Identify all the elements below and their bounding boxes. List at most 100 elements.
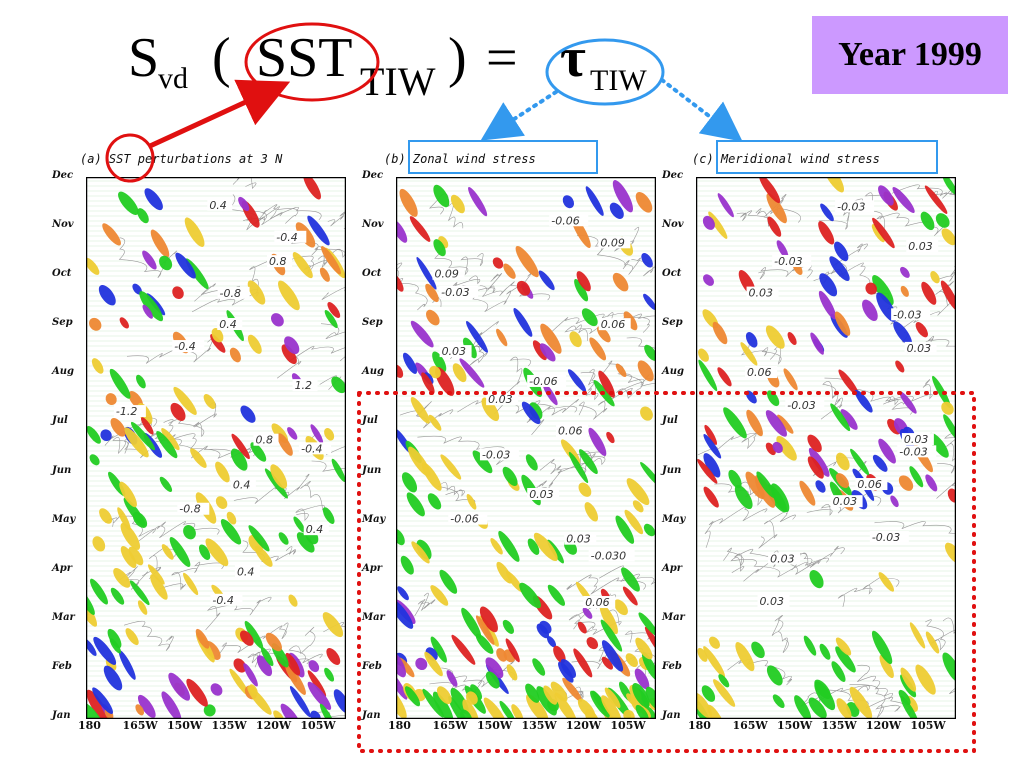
contour-label: -0.03 xyxy=(787,399,815,412)
year-label: Year 1999 xyxy=(812,16,1008,94)
stripe-blob xyxy=(503,263,516,279)
stripe-blob xyxy=(230,448,248,471)
stripe-blob xyxy=(766,193,787,224)
stripe-blob xyxy=(169,537,191,567)
month-label: Aug xyxy=(662,366,685,378)
stripe-blob xyxy=(270,313,284,327)
month-label: Jun xyxy=(52,464,72,476)
stripe-blob xyxy=(644,344,656,361)
month-label: Feb xyxy=(662,660,682,672)
contour-label: 0.03 xyxy=(442,345,466,358)
stripe-blob xyxy=(416,257,437,290)
contour-label: -0.03 xyxy=(482,448,510,461)
stripe-blob xyxy=(872,217,895,249)
month-label: Sep xyxy=(52,317,73,329)
stripe-blob xyxy=(941,228,956,246)
stripe-blob xyxy=(589,337,607,361)
stripe-blob xyxy=(331,458,346,483)
contour-label-bg xyxy=(253,433,279,446)
contour-label: -0.03 xyxy=(893,308,921,321)
stripe-blob xyxy=(567,369,587,392)
stripe-blob xyxy=(139,291,164,322)
month-label: Oct xyxy=(362,268,382,280)
stripe-blob xyxy=(120,546,137,568)
stripe-blob xyxy=(233,658,247,673)
stripe-blob xyxy=(265,632,282,652)
contour-label: 0.4 xyxy=(306,523,324,536)
stripe-blob xyxy=(585,186,604,216)
month-label: Jul xyxy=(362,415,378,427)
stripe-blob xyxy=(310,424,324,444)
stripe-blob xyxy=(137,208,149,224)
stripe-blob xyxy=(433,184,450,208)
stripe-blob xyxy=(231,433,250,460)
stripe-blob xyxy=(596,326,611,343)
contour-label-bg xyxy=(598,236,631,249)
stripe-blob xyxy=(120,522,141,550)
eq-tau: τ xyxy=(560,27,586,89)
stripe-blob xyxy=(175,252,196,279)
stripe-blob xyxy=(396,219,408,243)
month-label: Dec xyxy=(52,170,74,181)
stripe-blob xyxy=(132,283,143,295)
contour-label: -0.4 xyxy=(276,231,297,244)
stripe-blob xyxy=(183,525,196,540)
contour-line xyxy=(311,460,346,472)
contour-label: -0.4 xyxy=(174,340,195,353)
contour-label: 0.4 xyxy=(233,479,251,492)
contour-label: 0.03 xyxy=(749,287,774,300)
panel-b-plot: -0.06 0.09 0.09 -0.03 0.06 0.03 -0.06 0.03 0.06 -… xyxy=(396,177,656,719)
stripe-blob xyxy=(641,253,653,268)
contour-line xyxy=(479,281,551,301)
stripe-blob xyxy=(172,286,184,300)
eq-sst-sub: TIW xyxy=(360,59,436,104)
month-label: Jan xyxy=(362,710,381,721)
contour-line xyxy=(159,561,224,591)
contour-label: 0.8 xyxy=(256,434,273,447)
stripe-blob xyxy=(872,275,894,306)
contour-label: 0.4 xyxy=(219,318,237,331)
contour-label-bg xyxy=(439,285,479,298)
stripe-blob xyxy=(324,309,338,329)
longitude-label: 120W xyxy=(565,719,602,732)
month-label: Nov xyxy=(662,219,684,231)
stripe-blob xyxy=(132,511,148,528)
longitude-label: 180 xyxy=(78,719,101,732)
stripe-blob xyxy=(89,454,100,466)
stripe-blob xyxy=(211,328,224,343)
stripe-blob xyxy=(576,271,591,292)
stripe-blob xyxy=(516,280,531,296)
stripe-blob xyxy=(900,266,910,278)
eq-equals: = xyxy=(486,27,518,89)
contour-label-bg xyxy=(598,318,631,331)
stripe-blob xyxy=(920,211,935,231)
contour-label-bg xyxy=(207,198,233,211)
stripe-blob xyxy=(402,352,418,374)
stripe-blob xyxy=(432,351,447,373)
stripe-blob xyxy=(924,185,948,214)
contour-label-bg xyxy=(210,593,243,606)
stripe-blob xyxy=(745,332,758,348)
stripe-blob xyxy=(254,545,273,567)
contour-label: 0.4 xyxy=(237,565,255,578)
month-label: Dec xyxy=(362,170,384,181)
longitude-label: 180 xyxy=(388,719,411,732)
stripe-blob xyxy=(229,668,249,696)
stripe-blob xyxy=(921,281,937,305)
contour-line xyxy=(124,620,174,651)
stripe-blob xyxy=(140,417,154,435)
stripe-blob xyxy=(142,250,157,270)
contour-line xyxy=(295,481,325,521)
stripe-blob xyxy=(238,196,250,212)
contour-label: 0.4 xyxy=(209,199,227,212)
stripe-blob xyxy=(184,217,205,247)
stripe-blob xyxy=(110,587,125,605)
stripe-blob xyxy=(287,427,298,440)
stripe-blob xyxy=(452,363,467,383)
stripe-blob xyxy=(89,317,102,331)
month-label: Jan xyxy=(662,710,681,721)
contour-label-bg xyxy=(835,200,875,213)
stripe-blob xyxy=(156,431,178,459)
stripe-blob xyxy=(220,519,242,545)
longitude-label: 150W xyxy=(776,719,813,732)
